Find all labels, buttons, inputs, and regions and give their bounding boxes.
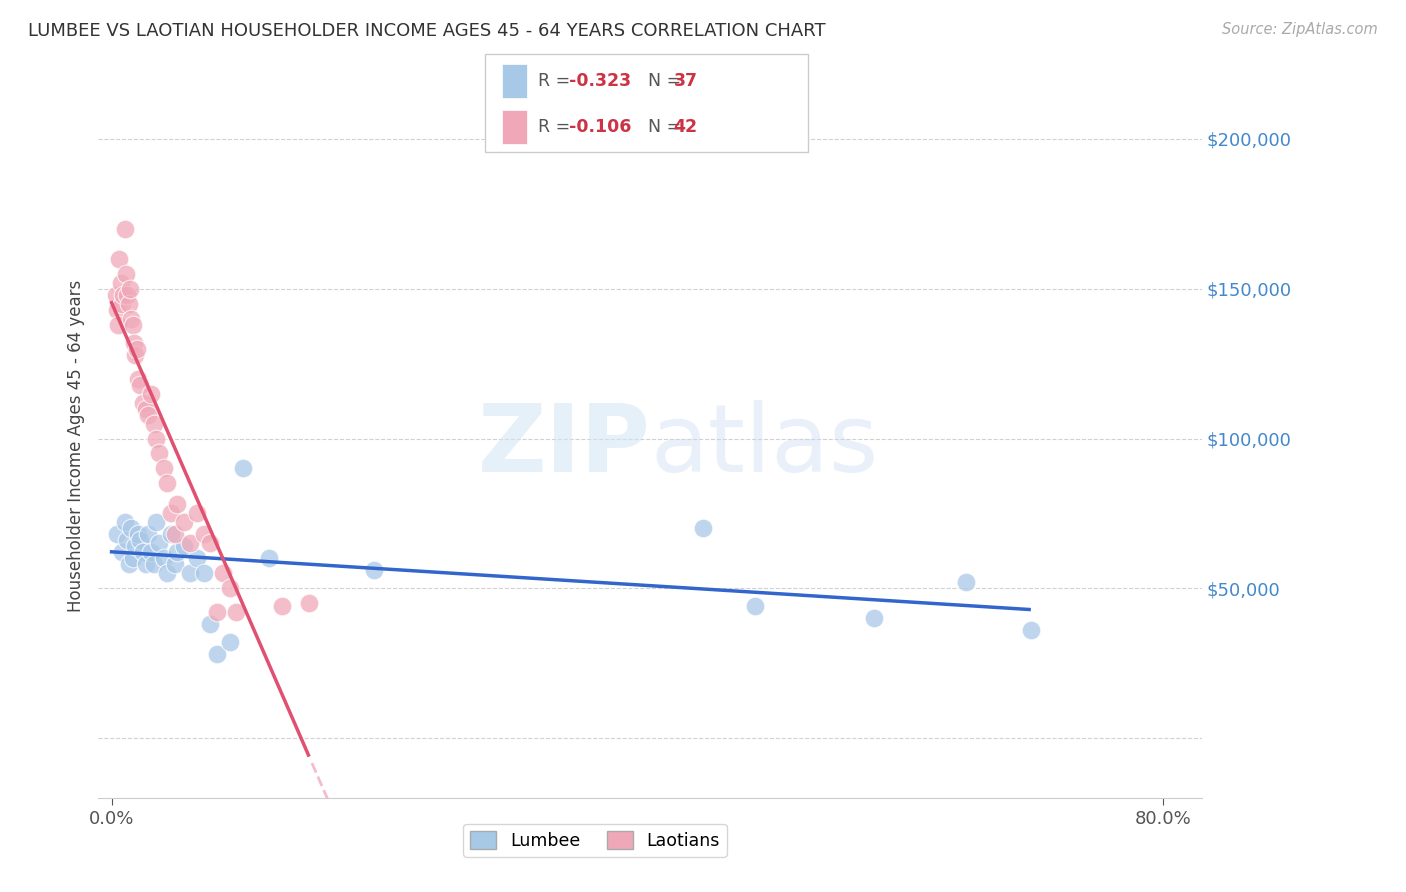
- Point: [107, 318, 129, 332]
- Text: N =: N =: [637, 118, 686, 136]
- Point: [179, 566, 201, 581]
- Point: [163, 558, 186, 572]
- Point: [257, 551, 280, 566]
- Point: [142, 558, 165, 572]
- Point: [135, 558, 157, 572]
- Text: -0.106: -0.106: [569, 118, 631, 136]
- Point: [117, 533, 139, 548]
- Point: [114, 221, 136, 235]
- Point: [173, 540, 195, 554]
- Point: [198, 536, 221, 550]
- Text: LUMBEE VS LAOTIAN HOUSEHOLDER INCOME AGES 45 - 64 YEARS CORRELATION CHART: LUMBEE VS LAOTIAN HOUSEHOLDER INCOME AGE…: [28, 22, 825, 40]
- Point: [153, 551, 176, 566]
- Point: [117, 296, 139, 310]
- Point: [145, 432, 167, 446]
- Text: R =: R =: [538, 72, 576, 90]
- Point: [145, 516, 167, 530]
- Point: [124, 347, 146, 361]
- Point: [363, 564, 385, 578]
- Point: [156, 476, 179, 491]
- Point: [218, 582, 240, 596]
- Point: [163, 527, 186, 541]
- Text: R =: R =: [538, 118, 576, 136]
- Point: [125, 342, 148, 356]
- Point: [298, 596, 321, 610]
- Point: [159, 507, 181, 521]
- Point: [135, 401, 157, 416]
- Point: [156, 566, 179, 581]
- Point: [127, 527, 149, 541]
- Point: [166, 545, 188, 559]
- Text: Source: ZipAtlas.com: Source: ZipAtlas.com: [1222, 22, 1378, 37]
- Point: [212, 566, 235, 581]
- Point: [139, 386, 162, 401]
- Point: [159, 527, 181, 541]
- Point: [112, 287, 135, 301]
- Point: [132, 395, 155, 409]
- Point: [105, 527, 128, 541]
- Point: [148, 536, 170, 550]
- Point: [148, 446, 170, 460]
- Point: [110, 276, 132, 290]
- Point: [138, 527, 160, 541]
- Point: [179, 536, 201, 550]
- Point: [1021, 624, 1043, 638]
- Point: [692, 521, 714, 535]
- Point: [186, 551, 208, 566]
- Point: [225, 606, 247, 620]
- Text: 37: 37: [673, 72, 697, 90]
- Point: [744, 599, 766, 614]
- Point: [124, 540, 146, 554]
- Point: [218, 635, 240, 649]
- Point: [232, 461, 254, 475]
- Text: ZIP: ZIP: [478, 400, 650, 492]
- Text: 42: 42: [673, 118, 697, 136]
- Point: [193, 566, 215, 581]
- Point: [173, 516, 195, 530]
- Point: [117, 287, 139, 301]
- Point: [129, 533, 152, 548]
- Point: [111, 296, 134, 310]
- Point: [118, 282, 141, 296]
- Text: -0.323: -0.323: [569, 72, 631, 90]
- Point: [142, 417, 165, 431]
- Point: [115, 267, 138, 281]
- Point: [193, 527, 215, 541]
- Point: [205, 648, 228, 662]
- Point: [121, 551, 143, 566]
- Y-axis label: Householder Income Ages 45 - 64 years: Householder Income Ages 45 - 64 years: [66, 280, 84, 612]
- Text: atlas: atlas: [650, 400, 879, 492]
- Point: [121, 318, 143, 332]
- Point: [186, 507, 208, 521]
- Text: N =: N =: [637, 72, 686, 90]
- Point: [105, 302, 128, 317]
- Point: [153, 461, 176, 475]
- Point: [166, 498, 188, 512]
- Point: [955, 575, 977, 590]
- Point: [114, 516, 136, 530]
- Point: [120, 311, 142, 326]
- Point: [138, 408, 160, 422]
- Point: [108, 252, 131, 266]
- Point: [117, 558, 139, 572]
- Point: [205, 606, 228, 620]
- Point: [122, 335, 145, 350]
- Point: [111, 545, 134, 559]
- Point: [862, 611, 884, 625]
- Point: [271, 599, 294, 614]
- Point: [198, 617, 221, 632]
- Point: [139, 545, 162, 559]
- Point: [104, 287, 127, 301]
- Point: [120, 521, 142, 535]
- Legend: Lumbee, Laotians: Lumbee, Laotians: [464, 824, 727, 856]
- Point: [132, 545, 155, 559]
- Point: [129, 377, 152, 392]
- Point: [127, 371, 149, 385]
